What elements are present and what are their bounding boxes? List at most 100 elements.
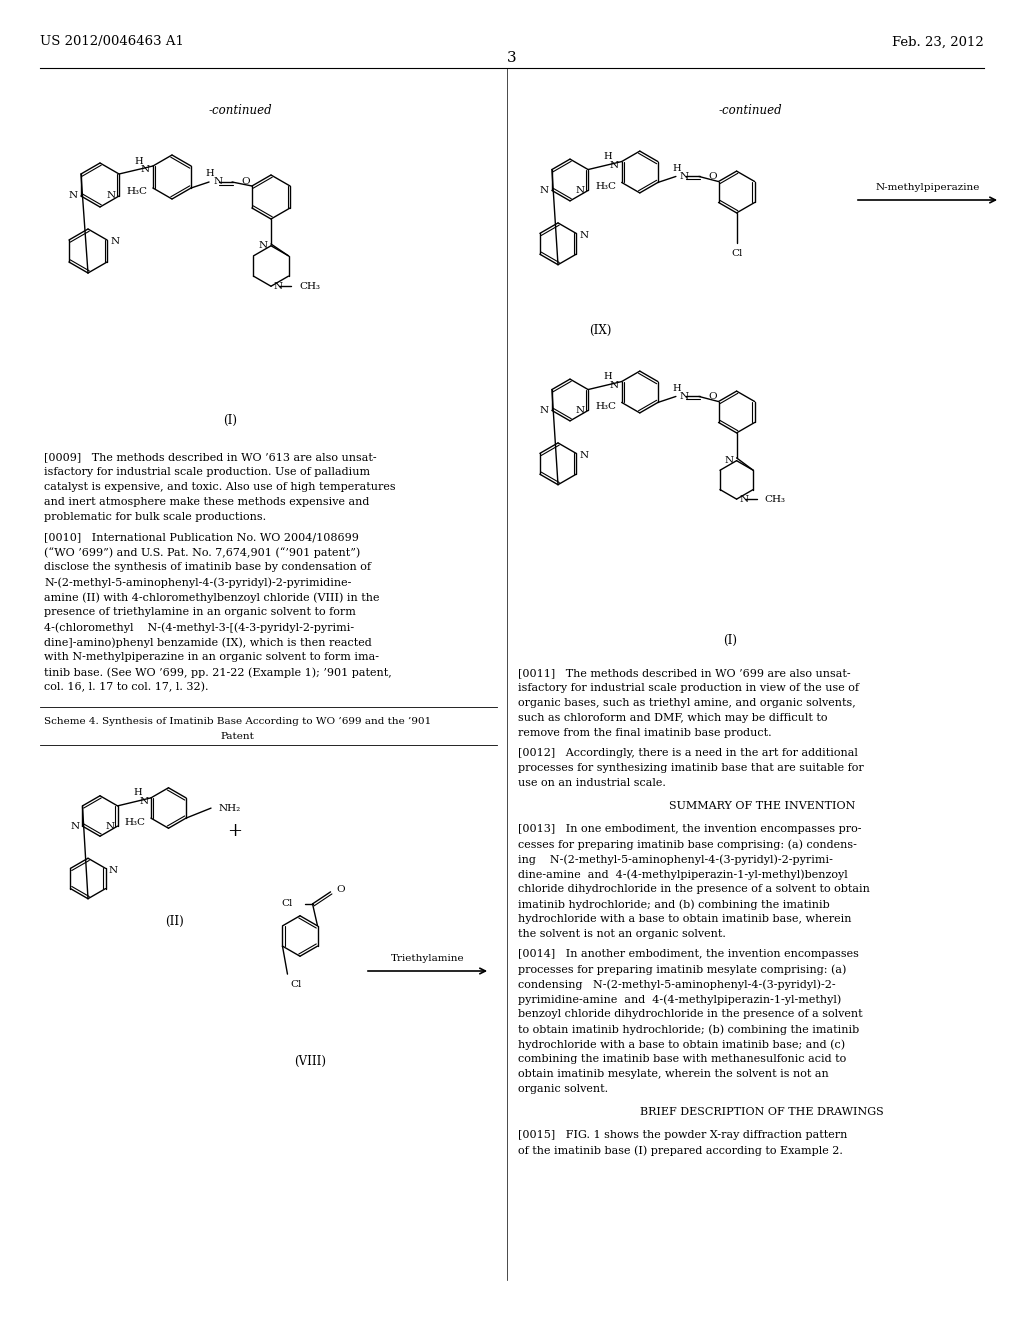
Text: (II): (II) bbox=[166, 915, 184, 928]
Text: -continued: -continued bbox=[718, 103, 781, 116]
Text: dine-amine  and  4-(4-methylpiperazin-1-yl-methyl)benzoyl: dine-amine and 4-(4-methylpiperazin-1-yl… bbox=[518, 869, 848, 879]
Text: condensing   N-(2-methyl-5-aminophenyl-4-(3-pyridyl)-2-: condensing N-(2-methyl-5-aminophenyl-4-(… bbox=[518, 979, 836, 990]
Text: O: O bbox=[708, 172, 717, 181]
Text: N: N bbox=[139, 797, 148, 807]
Text: H: H bbox=[133, 788, 141, 797]
Text: BRIEF DESCRIPTION OF THE DRAWINGS: BRIEF DESCRIPTION OF THE DRAWINGS bbox=[640, 1107, 884, 1117]
Text: imatinib hydrochloride; and (b) combining the imatinib: imatinib hydrochloride; and (b) combinin… bbox=[518, 899, 829, 909]
Text: use on an industrial scale.: use on an industrial scale. bbox=[518, 777, 666, 788]
Text: [0013]   In one embodiment, the invention encompasses pro-: [0013] In one embodiment, the invention … bbox=[518, 824, 861, 834]
Text: O: O bbox=[241, 177, 250, 186]
Text: (I): (I) bbox=[723, 634, 737, 647]
Text: and inert atmosphere make these methods expensive and: and inert atmosphere make these methods … bbox=[44, 498, 370, 507]
Text: of the imatinib base (I) prepared according to Example 2.: of the imatinib base (I) prepared accord… bbox=[518, 1144, 843, 1155]
Text: presence of triethylamine in an organic solvent to form: presence of triethylamine in an organic … bbox=[44, 607, 356, 616]
Text: isfactory for industrial scale production in view of the use of: isfactory for industrial scale productio… bbox=[518, 682, 859, 693]
Text: (IX): (IX) bbox=[589, 323, 611, 337]
Text: such as chloroform and DMF, which may be difficult to: such as chloroform and DMF, which may be… bbox=[518, 713, 827, 723]
Text: N: N bbox=[110, 238, 119, 247]
Text: combining the imatinib base with methanesulfonic acid to: combining the imatinib base with methane… bbox=[518, 1053, 846, 1064]
Text: N: N bbox=[575, 407, 585, 414]
Text: to obtain imatinib hydrochloride; (b) combining the imatinib: to obtain imatinib hydrochloride; (b) co… bbox=[518, 1024, 859, 1035]
Text: N: N bbox=[610, 161, 620, 170]
Text: hydrochloride with a base to obtain imatinib base, wherein: hydrochloride with a base to obtain imat… bbox=[518, 913, 852, 924]
Text: N: N bbox=[213, 177, 222, 186]
Text: (“WO ’699”) and U.S. Pat. No. 7,674,901 (“’901 patent”): (“WO ’699”) and U.S. Pat. No. 7,674,901 … bbox=[44, 546, 360, 558]
Text: (VIII): (VIII) bbox=[294, 1055, 326, 1068]
Text: H: H bbox=[673, 384, 681, 393]
Text: H: H bbox=[135, 157, 143, 165]
Text: H₃C: H₃C bbox=[596, 182, 616, 191]
Text: N: N bbox=[69, 191, 78, 201]
Text: H: H bbox=[603, 152, 612, 161]
Text: problematic for bulk scale productions.: problematic for bulk scale productions. bbox=[44, 512, 266, 521]
Text: N-methylpiperazine: N-methylpiperazine bbox=[876, 183, 980, 191]
Text: CH₃: CH₃ bbox=[765, 495, 785, 504]
Text: processes for preparing imatinib mesylate comprising: (a): processes for preparing imatinib mesylat… bbox=[518, 964, 847, 974]
Text: N: N bbox=[71, 821, 80, 830]
Text: Cl: Cl bbox=[731, 249, 742, 257]
Text: N: N bbox=[580, 451, 588, 459]
Text: N: N bbox=[575, 186, 585, 195]
Text: O: O bbox=[708, 392, 717, 401]
Text: N: N bbox=[274, 281, 283, 290]
Text: H: H bbox=[206, 169, 214, 178]
Text: obtain imatinib mesylate, wherein the solvent is not an: obtain imatinib mesylate, wherein the so… bbox=[518, 1069, 828, 1078]
Text: [0014]   In another embodiment, the invention encompasses: [0014] In another embodiment, the invent… bbox=[518, 949, 859, 960]
Text: N: N bbox=[141, 165, 151, 174]
Text: [0012]   Accordingly, there is a need in the art for additional: [0012] Accordingly, there is a need in t… bbox=[518, 748, 858, 758]
Text: N: N bbox=[580, 231, 588, 240]
Text: Feb. 23, 2012: Feb. 23, 2012 bbox=[892, 36, 984, 49]
Text: 3: 3 bbox=[507, 51, 517, 65]
Text: H₃C: H₃C bbox=[127, 187, 147, 197]
Text: N: N bbox=[540, 407, 549, 414]
Text: with N-methylpiperazine in an organic solvent to form ima-: with N-methylpiperazine in an organic so… bbox=[44, 652, 379, 663]
Text: [0011]   The methods described in WO ’699 are also unsat-: [0011] The methods described in WO ’699 … bbox=[518, 668, 851, 678]
Text: cesses for preparing imatinib base comprising: (a) condens-: cesses for preparing imatinib base compr… bbox=[518, 840, 857, 850]
Text: [0015]   FIG. 1 shows the powder X-ray diffraction pattern: [0015] FIG. 1 shows the powder X-ray dif… bbox=[518, 1130, 848, 1140]
Text: -continued: -continued bbox=[208, 103, 271, 116]
Text: Cl: Cl bbox=[282, 899, 293, 908]
Text: N: N bbox=[739, 495, 749, 504]
Text: tinib base. (See WO ’699, pp. 21-22 (Example 1); ’901 patent,: tinib base. (See WO ’699, pp. 21-22 (Exa… bbox=[44, 667, 392, 677]
Text: organic solvent.: organic solvent. bbox=[518, 1084, 608, 1094]
Text: N-(2-methyl-5-aminophenyl-4-(3-pyridyl)-2-pyrimidine-: N-(2-methyl-5-aminophenyl-4-(3-pyridyl)-… bbox=[44, 577, 351, 587]
Text: Triethylamine: Triethylamine bbox=[391, 954, 465, 964]
Text: N: N bbox=[109, 866, 118, 875]
Text: H: H bbox=[673, 164, 681, 173]
Text: catalyst is expensive, and toxic. Also use of high temperatures: catalyst is expensive, and toxic. Also u… bbox=[44, 482, 395, 492]
Text: [0010]   International Publication No. WO 2004/108699: [0010] International Publication No. WO … bbox=[44, 532, 358, 543]
Text: N: N bbox=[259, 242, 268, 251]
Text: dine]-amino)phenyl benzamide (IX), which is then reacted: dine]-amino)phenyl benzamide (IX), which… bbox=[44, 638, 372, 648]
Text: N: N bbox=[610, 381, 620, 389]
Text: organic bases, such as triethyl amine, and organic solvents,: organic bases, such as triethyl amine, a… bbox=[518, 698, 856, 708]
Text: ing    N-(2-methyl-5-aminophenyl-4-(3-pyridyl)-2-pyrimi-: ing N-(2-methyl-5-aminophenyl-4-(3-pyrid… bbox=[518, 854, 833, 865]
Text: benzoyl chloride dihydrochloride in the presence of a solvent: benzoyl chloride dihydrochloride in the … bbox=[518, 1008, 862, 1019]
Text: [0009]   The methods described in WO ’613 are also unsat-: [0009] The methods described in WO ’613 … bbox=[44, 451, 377, 462]
Text: col. 16, l. 17 to col. 17, l. 32).: col. 16, l. 17 to col. 17, l. 32). bbox=[44, 682, 209, 693]
Text: H: H bbox=[603, 372, 612, 381]
Text: NH₂: NH₂ bbox=[219, 804, 242, 813]
Text: Cl: Cl bbox=[291, 981, 302, 989]
Text: remove from the final imatinib base product.: remove from the final imatinib base prod… bbox=[518, 729, 772, 738]
Text: +: + bbox=[227, 822, 243, 840]
Text: the solvent is not an organic solvent.: the solvent is not an organic solvent. bbox=[518, 929, 726, 939]
Text: Scheme 4. Synthesis of Imatinib Base According to WO ’699 and the ’901: Scheme 4. Synthesis of Imatinib Base Acc… bbox=[44, 717, 431, 726]
Text: amine (II) with 4-chloromethylbenzoyl chloride (VIII) in the: amine (II) with 4-chloromethylbenzoyl ch… bbox=[44, 591, 380, 602]
Text: CH₃: CH₃ bbox=[299, 281, 319, 290]
Text: N: N bbox=[680, 172, 689, 181]
Text: 4-(chloromethyl    N-(4-methyl-3-[(4-3-pyridyl-2-pyrimi-: 4-(chloromethyl N-(4-methyl-3-[(4-3-pyri… bbox=[44, 622, 354, 632]
Text: isfactory for industrial scale production. Use of palladium: isfactory for industrial scale productio… bbox=[44, 467, 370, 477]
Text: H₃C: H₃C bbox=[596, 403, 616, 411]
Text: H₃C: H₃C bbox=[125, 817, 146, 826]
Text: N: N bbox=[106, 191, 116, 201]
Text: disclose the synthesis of imatinib base by condensation of: disclose the synthesis of imatinib base … bbox=[44, 562, 371, 572]
Text: hydrochloride with a base to obtain imatinib base; and (c): hydrochloride with a base to obtain imat… bbox=[518, 1039, 845, 1049]
Text: US 2012/0046463 A1: US 2012/0046463 A1 bbox=[40, 36, 184, 49]
Text: N: N bbox=[540, 186, 549, 195]
Text: N: N bbox=[724, 457, 733, 465]
Text: processes for synthesizing imatinib base that are suitable for: processes for synthesizing imatinib base… bbox=[518, 763, 864, 774]
Text: (I): (I) bbox=[223, 413, 237, 426]
Text: N: N bbox=[680, 392, 689, 401]
Text: chloride dihydrochloride in the presence of a solvent to obtain: chloride dihydrochloride in the presence… bbox=[518, 884, 869, 894]
